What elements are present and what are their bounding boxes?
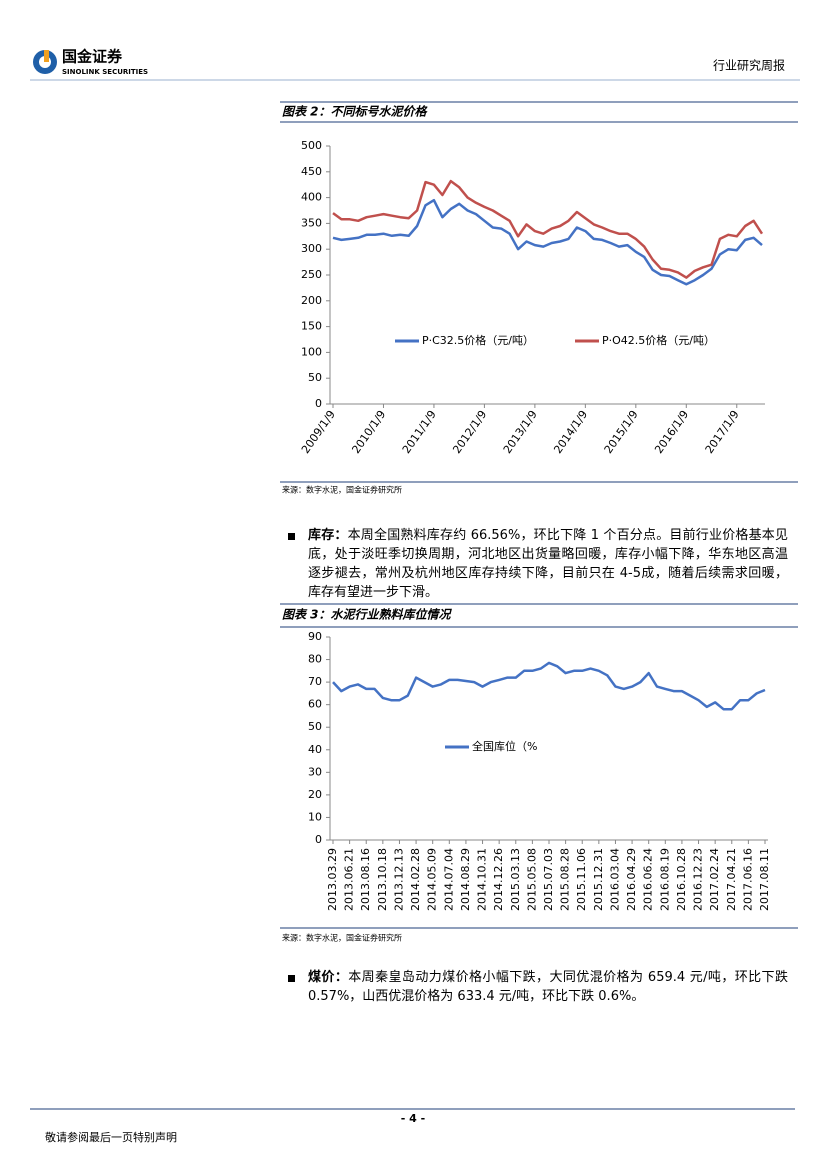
y-tick-label: 10: [308, 810, 322, 823]
x-tick-label: 2014.07.04: [442, 848, 455, 911]
x-tick-label: 2016.08.19: [658, 848, 671, 911]
y-tick-label: 60: [308, 698, 322, 711]
bullet: [288, 975, 295, 982]
x-tick-label: 2017.08.11: [758, 848, 771, 911]
x-tick-label: 2016.03.04: [608, 848, 621, 911]
x-tick-label: 2016.12.23: [692, 848, 705, 911]
x-tick-label: 2016.04.29: [625, 848, 638, 911]
paragraph-text: 本周秦皇岛动力煤价格小幅下跌，大同优混价格为 659.4 元/吨，环比下跌 0.…: [308, 970, 788, 1004]
legend-label: 全国库位（%: [472, 739, 537, 753]
y-tick-label: 30: [308, 765, 322, 778]
x-tick-label: 2017.02.24: [708, 848, 721, 911]
x-tick-label: 2013.06.21: [343, 848, 356, 911]
y-tick-label: 350: [301, 216, 322, 229]
x-tick-label: 2013/1/9: [501, 408, 540, 456]
paragraph: 库存：本周全国熟料库存约 66.56%，环比下降 1 个百分点。目前行业价格基本…: [308, 526, 788, 602]
y-tick-label: 150: [301, 320, 322, 333]
x-tick-label: 2011/1/9: [400, 408, 439, 456]
data-line: [332, 179, 764, 279]
bullet: [288, 533, 295, 540]
paragraph-text: 本周全国熟料库存约 66.56%，环比下降 1 个百分点。目前行业价格基本见底，…: [308, 528, 788, 600]
x-tick-label: 2014.05.09: [426, 848, 439, 911]
x-tick-label: 2013.12.13: [392, 848, 405, 911]
x-tick-label: 2017.06.16: [741, 848, 754, 911]
y-tick-label: 100: [301, 345, 322, 358]
x-tick-label: 2016.06.24: [642, 848, 655, 911]
figure-caption: 图表 2：不同标号水泥价格: [282, 105, 429, 119]
y-tick-label: 90: [308, 630, 322, 643]
x-tick-label: 2016.10.28: [675, 848, 688, 911]
y-tick-label: 200: [301, 294, 322, 307]
x-tick-label: 2017.04.21: [725, 848, 738, 911]
x-tick-label: 2015.07.03: [542, 848, 555, 911]
x-tick-label: 2013.10.18: [376, 848, 389, 911]
x-tick-label: 2014.08.29: [459, 848, 472, 911]
x-tick-label: 2015.12.31: [592, 848, 605, 911]
disclaimer: 敬请参阅最后一页特别声明: [45, 1130, 177, 1144]
y-tick-label: 0: [315, 833, 322, 846]
x-tick-label: 2015.11.06: [575, 848, 588, 911]
x-tick-label: 2013.08.16: [359, 848, 372, 911]
x-tick-label: 2009/1/9: [299, 408, 338, 456]
y-tick-label: 300: [301, 242, 322, 255]
y-tick-label: 500: [301, 139, 322, 152]
x-tick-label: 2014.10.31: [476, 848, 489, 911]
y-tick-label: 400: [301, 191, 322, 204]
y-tick-label: 70: [308, 675, 322, 688]
x-tick-label: 2015/1/9: [602, 408, 641, 456]
logo-accent: [44, 50, 49, 62]
page-number: - 4 -: [401, 1112, 425, 1125]
figure-source: 来源：数字水泥，国金证券研究所: [282, 485, 402, 495]
y-tick-label: 40: [308, 743, 322, 756]
data-line: [332, 198, 763, 286]
company-en: SINOLINK SECURITIES: [62, 68, 148, 76]
figure-caption: 图表 3：水泥行业熟料库位情况: [282, 608, 453, 622]
x-tick-label: 2010/1/9: [349, 408, 388, 456]
paragraph-label: 煤价：: [308, 970, 349, 985]
y-tick-label: 50: [308, 720, 322, 733]
figure-source: 来源：数字水泥，国金证券研究所: [282, 933, 402, 943]
y-tick-label: 50: [308, 371, 322, 384]
report-type: 行业研究周报: [713, 58, 785, 73]
x-tick-label: 2016/1/9: [652, 408, 691, 456]
x-tick-label: 2014/1/9: [551, 408, 590, 456]
legend-label: P·O42.5价格（元/吨）: [602, 333, 715, 347]
legend-label: P·C32.5价格（元/吨）: [422, 333, 534, 347]
x-tick-label: 2014.12.26: [492, 848, 505, 911]
paragraph: 煤价：本周秦皇岛动力煤价格小幅下跌，大同优混价格为 659.4 元/吨，环比下跌…: [308, 968, 788, 1006]
company-cn: 国金证券: [62, 48, 123, 66]
y-tick-label: 250: [301, 268, 322, 281]
x-tick-label: 2013.03.29: [326, 848, 339, 911]
y-tick-label: 80: [308, 653, 322, 666]
x-tick-label: 2015.08.28: [559, 848, 572, 911]
paragraph-label: 库存：: [308, 528, 348, 543]
x-tick-label: 2012/1/9: [450, 408, 489, 456]
y-tick-label: 20: [308, 788, 322, 801]
x-tick-label: 2015.05.08: [525, 848, 538, 911]
y-tick-label: 0: [315, 397, 322, 410]
x-tick-label: 2014.02.28: [409, 848, 422, 911]
data-line: [332, 661, 766, 711]
y-tick-label: 450: [301, 165, 322, 178]
x-tick-label: 2015.03.13: [509, 848, 522, 911]
x-tick-label: 2017/1/9: [703, 408, 742, 456]
